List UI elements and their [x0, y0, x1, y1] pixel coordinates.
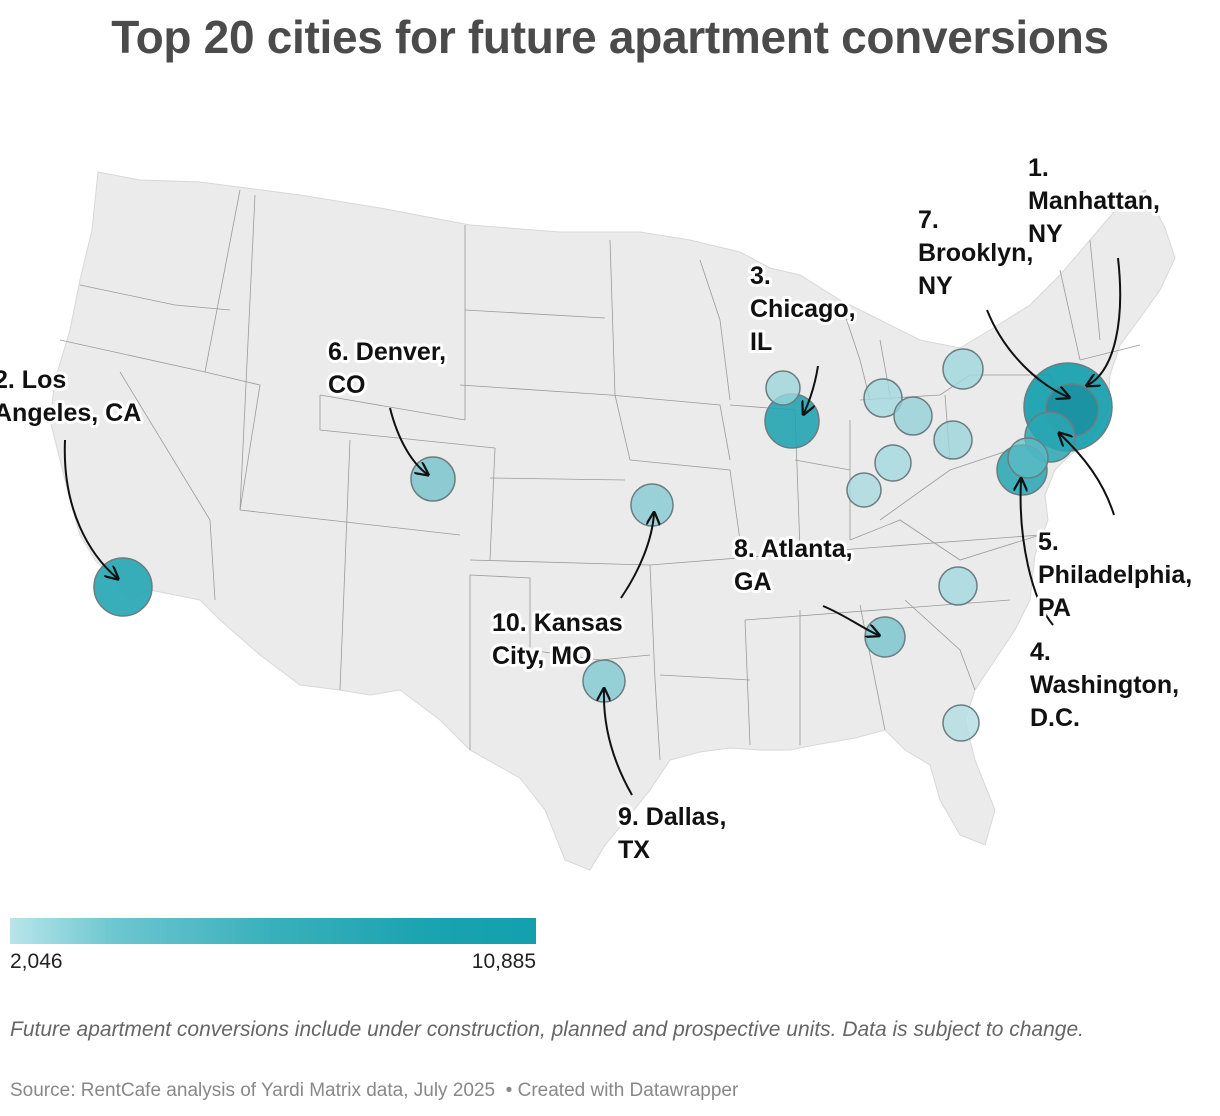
bubble-atlanta[interactable] [864, 616, 906, 658]
city-labels: 1. Manhattan, NY 2. Los Angeles, CA 3. C… [0, 151, 1199, 867]
arrow-philadelphia [1060, 434, 1115, 516]
bubble-columbus[interactable] [874, 444, 912, 482]
bubble-baltimore[interactable] [1007, 437, 1049, 479]
arrow-chicago [804, 365, 819, 413]
arrow-kansas-city [620, 514, 654, 599]
arrow-dallas [604, 690, 633, 796]
source-text: Source: RentCafe analysis of Yardi Matri… [10, 1080, 496, 1101]
bubble-detroit[interactable] [863, 378, 903, 418]
arrow-washington [1021, 480, 1054, 626]
legend-color-scale [10, 918, 536, 944]
bubble-pittsburgh[interactable] [933, 420, 973, 460]
bubble-buffalo[interactable] [942, 348, 984, 390]
bubble-los-angeles[interactable] [93, 557, 153, 617]
source-line: Source: RentCafe analysis of Yardi Matri… [10, 1080, 738, 1102]
label-atlanta: 8. Atlanta, GA [734, 535, 860, 596]
bubble-charlotte[interactable] [938, 566, 978, 606]
arrow-los-angeles [63, 439, 117, 578]
bubble-denver[interactable] [410, 456, 456, 502]
arrow-manhattan [1088, 257, 1122, 385]
us-landmass [49, 171, 1176, 871]
label-kansas-city: 10. Kansas City, MO [492, 609, 630, 670]
label-dallas: 9. Dallas, TX [618, 803, 733, 864]
footnote: Future apartment conversions include und… [10, 1018, 1084, 1041]
arrow-brooklyn [986, 309, 1068, 397]
label-philadelphia: 5. Philadelphia, PA [1038, 528, 1199, 622]
label-manhattan: 1. Manhattan, NY [1028, 154, 1167, 248]
label-chicago: 3. Chicago, IL [750, 262, 863, 356]
label-denver: 6. Denver, CO [328, 338, 453, 399]
arrow-atlanta [822, 605, 878, 635]
bubble-jacksonville[interactable] [942, 704, 980, 742]
legend-min-label: 2,046 [10, 950, 63, 973]
city-bubbles [93, 348, 1113, 742]
label-los-angeles: 2. Los Angeles, CA [0, 366, 141, 427]
arrow-denver [389, 407, 427, 474]
chart-title: Top 20 cities for future apartment conve… [111, 11, 1109, 63]
annotation-arrows [63, 257, 1122, 796]
bubble-cincinnati[interactable] [846, 472, 882, 508]
bubble-milwaukee[interactable] [765, 370, 801, 406]
bubble-cleveland[interactable] [893, 396, 933, 436]
label-washington: 4. Washington, D.C. [1030, 638, 1186, 732]
bubble-kansas-city[interactable] [630, 483, 674, 527]
legend-max-label: 10,885 [471, 950, 536, 973]
datawrapper-credit-link[interactable]: • Created with Datawrapper [505, 1080, 739, 1101]
label-brooklyn: 7. Brooklyn, NY [918, 206, 1040, 300]
